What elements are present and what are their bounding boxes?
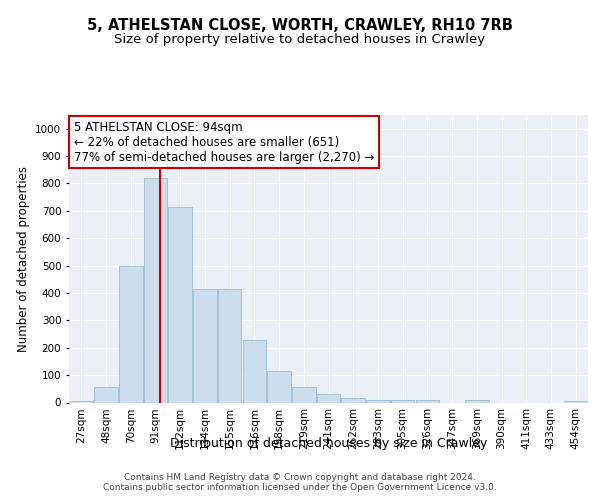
Bar [169,206,192,402]
Bar [465,400,488,402]
Bar [268,371,291,402]
Bar [341,398,365,402]
Bar [119,266,143,402]
Text: Distribution of detached houses by size in Crawley: Distribution of detached houses by size … [170,438,487,450]
Bar [317,394,340,402]
Text: Contains public sector information licensed under the Open Government Licence v3: Contains public sector information licen… [103,484,497,492]
Bar [193,289,217,403]
Bar [94,388,118,402]
Text: 5, ATHELSTAN CLOSE, WORTH, CRAWLEY, RH10 7RB: 5, ATHELSTAN CLOSE, WORTH, CRAWLEY, RH10… [87,18,513,32]
Bar [242,340,266,402]
Bar [70,401,93,402]
Bar [391,400,415,402]
Text: Size of property relative to detached houses in Crawley: Size of property relative to detached ho… [115,32,485,46]
Bar [416,400,439,402]
Bar [218,289,241,403]
Text: 5 ATHELSTAN CLOSE: 94sqm
← 22% of detached houses are smaller (651)
77% of semi-: 5 ATHELSTAN CLOSE: 94sqm ← 22% of detach… [74,120,374,164]
Y-axis label: Number of detached properties: Number of detached properties [17,166,29,352]
Bar [292,388,316,402]
Bar [366,400,389,402]
Text: Contains HM Land Registry data © Crown copyright and database right 2024.: Contains HM Land Registry data © Crown c… [124,472,476,482]
Bar [564,401,587,402]
Bar [144,178,167,402]
